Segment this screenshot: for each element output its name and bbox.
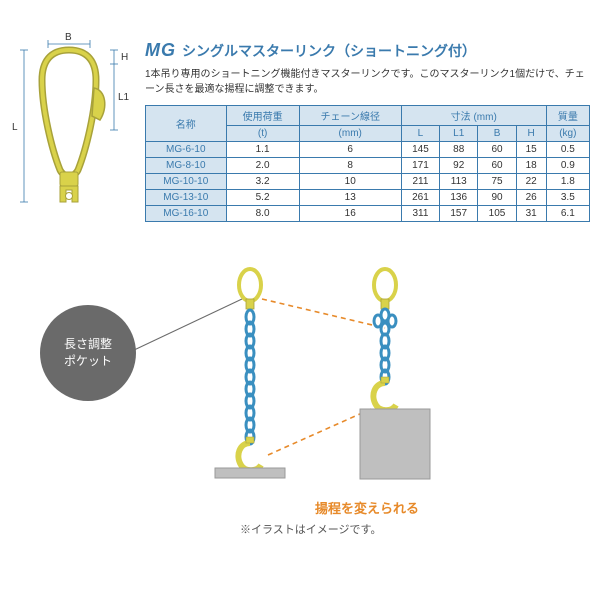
cell-mass: 1.8 bbox=[546, 174, 589, 190]
spec-table: 名称 使用荷重 チェーン線径 寸法 (mm) 質量 (t) (mm) L L1 … bbox=[145, 105, 590, 222]
product-description: 1本吊り専用のショートニング機能付きマスターリンクです。このマスターリンク1個だ… bbox=[145, 67, 590, 97]
product-title: MG シングルマスターリンク（ショートニング付） bbox=[145, 40, 590, 61]
cell-B: 60 bbox=[478, 158, 516, 174]
caption-note: ※イラストはイメージです。 bbox=[240, 521, 381, 537]
th-B: B bbox=[478, 126, 516, 142]
cell-H: 22 bbox=[516, 174, 546, 190]
cell-L1: 113 bbox=[440, 174, 478, 190]
dim-label-L1: L1 bbox=[118, 92, 130, 103]
usage-illustration: 長さ調整 ポケット 揚程を変えられる ※イラストはイメージです。 bbox=[40, 265, 560, 565]
th-H: H bbox=[516, 126, 546, 142]
dim-label-L: L bbox=[12, 122, 18, 133]
cell-load: 5.2 bbox=[226, 190, 299, 206]
th-chain-unit: (mm) bbox=[299, 126, 401, 142]
dim-label-H: H bbox=[121, 52, 128, 63]
th-chain: チェーン線径 bbox=[299, 106, 401, 126]
th-mass-unit: (kg) bbox=[546, 126, 589, 142]
cell-H: 15 bbox=[516, 142, 546, 158]
cell-B: 75 bbox=[478, 174, 516, 190]
th-name: 名称 bbox=[146, 106, 227, 142]
cell-L: 311 bbox=[401, 206, 439, 222]
dim-label-B: B bbox=[65, 32, 72, 43]
dimension-diagram: B H L1 L bbox=[10, 30, 140, 210]
cell-chain: 13 bbox=[299, 190, 401, 206]
th-L1: L1 bbox=[440, 126, 478, 142]
th-dim: 寸法 (mm) bbox=[401, 106, 546, 126]
cell-chain: 10 bbox=[299, 174, 401, 190]
table-row: MG-8-102.081719260180.9 bbox=[146, 158, 590, 174]
cell-chain: 6 bbox=[299, 142, 401, 158]
cell-mass: 3.5 bbox=[546, 190, 589, 206]
table-row: MG-13-105.21326113690263.5 bbox=[146, 190, 590, 206]
cell-chain: 16 bbox=[299, 206, 401, 222]
callout-bubble: 長さ調整 ポケット bbox=[40, 305, 136, 401]
th-mass: 質量 bbox=[546, 106, 589, 126]
cell-H: 26 bbox=[516, 190, 546, 206]
cell-name: MG-6-10 bbox=[146, 142, 227, 158]
cell-load: 8.0 bbox=[226, 206, 299, 222]
cell-name: MG-16-10 bbox=[146, 206, 227, 222]
callout-text: 長さ調整 ポケット bbox=[64, 336, 112, 370]
cell-L1: 136 bbox=[440, 190, 478, 206]
th-L: L bbox=[401, 126, 439, 142]
cell-L1: 92 bbox=[440, 158, 478, 174]
cell-L: 261 bbox=[401, 190, 439, 206]
cell-mass: 6.1 bbox=[546, 206, 589, 222]
product-name: シングルマスターリンク（ショートニング付） bbox=[182, 43, 476, 59]
cell-chain: 8 bbox=[299, 158, 401, 174]
cell-H: 18 bbox=[516, 158, 546, 174]
cell-load: 3.2 bbox=[226, 174, 299, 190]
cell-load: 2.0 bbox=[226, 158, 299, 174]
cell-load: 1.1 bbox=[226, 142, 299, 158]
cell-L: 145 bbox=[401, 142, 439, 158]
caption-change: 揚程を変えられる bbox=[315, 498, 419, 517]
cell-B: 90 bbox=[478, 190, 516, 206]
cell-name: MG-10-10 bbox=[146, 174, 227, 190]
cell-mass: 0.5 bbox=[546, 142, 589, 158]
cell-B: 105 bbox=[478, 206, 516, 222]
table-row: MG-6-101.161458860150.5 bbox=[146, 142, 590, 158]
cell-L1: 157 bbox=[440, 206, 478, 222]
cell-name: MG-8-10 bbox=[146, 158, 227, 174]
cell-H: 31 bbox=[516, 206, 546, 222]
cell-mass: 0.9 bbox=[546, 158, 589, 174]
cell-B: 60 bbox=[478, 142, 516, 158]
th-load-unit: (t) bbox=[226, 126, 299, 142]
th-load: 使用荷重 bbox=[226, 106, 299, 126]
table-row: MG-10-103.21021111375221.8 bbox=[146, 174, 590, 190]
cell-name: MG-13-10 bbox=[146, 190, 227, 206]
cell-L: 171 bbox=[401, 158, 439, 174]
product-code: MG bbox=[145, 40, 176, 60]
cell-L1: 88 bbox=[440, 142, 478, 158]
table-row: MG-16-108.016311157105316.1 bbox=[146, 206, 590, 222]
cell-L: 211 bbox=[401, 174, 439, 190]
